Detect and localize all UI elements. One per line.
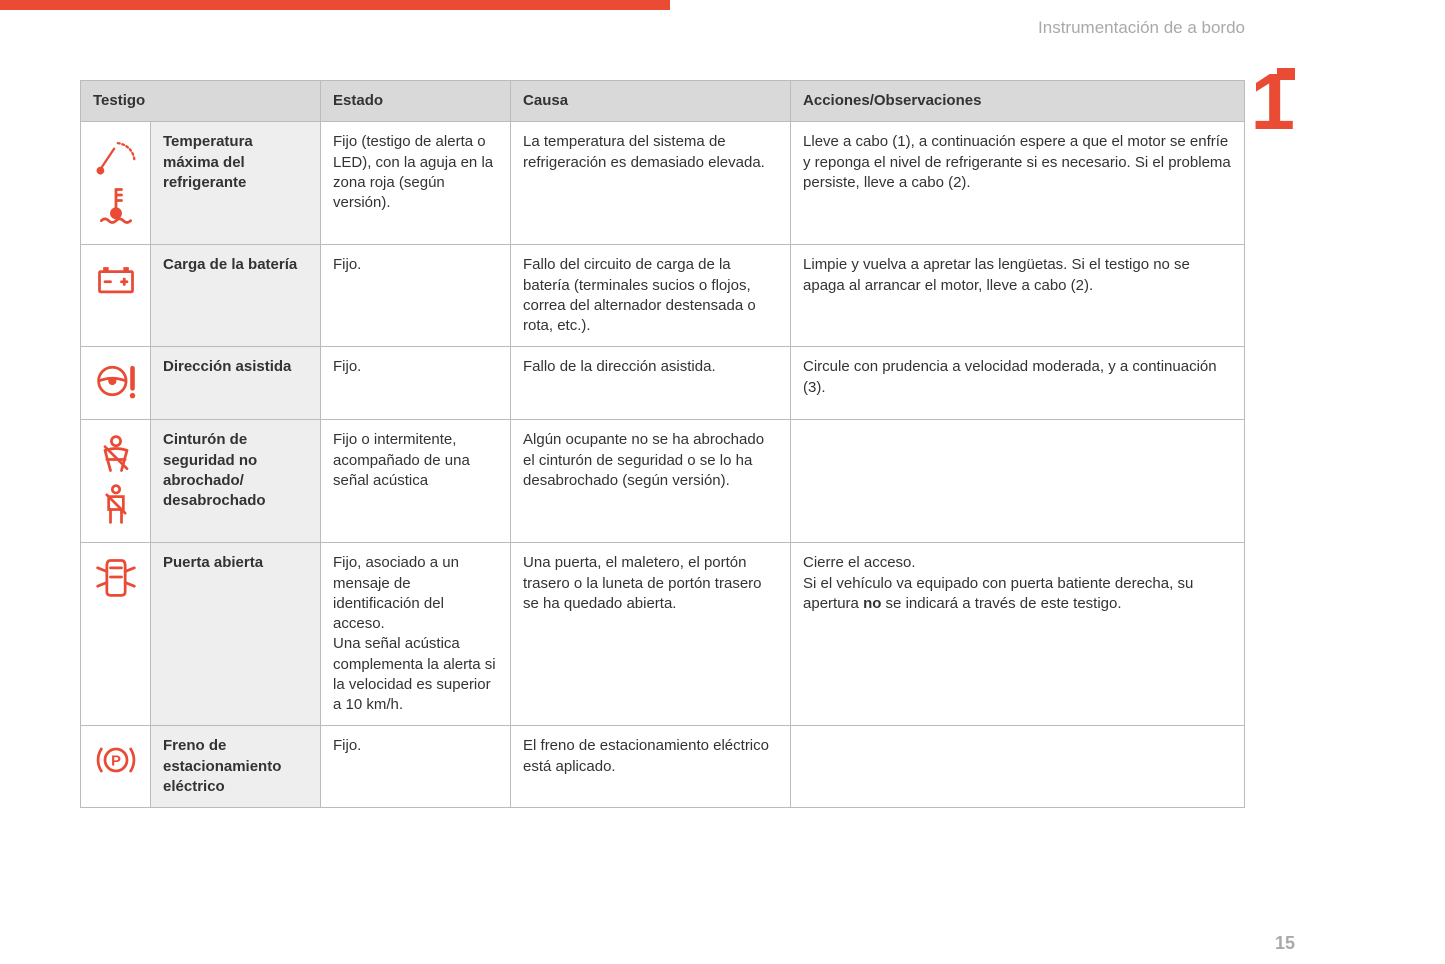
warning-lights-table: Testigo Estado Causa Acciones/Observacio… — [80, 80, 1245, 808]
acciones-cell — [791, 420, 1245, 543]
acciones-cell: Circule con prudencia a velocidad modera… — [791, 347, 1245, 420]
acciones-cell: Limpie y vuelva a apretar las lengüetas.… — [791, 245, 1245, 347]
table-row: Temperatura máxima del refrigerante Fijo… — [81, 122, 1245, 245]
causa-cell: Fallo del circuito de carga de la baterí… — [511, 245, 791, 347]
side-chapter-number: 1 — [1251, 70, 1296, 134]
top-accent-bar — [0, 0, 670, 10]
icon-cell — [81, 245, 151, 347]
seatbelt-icon — [94, 432, 138, 476]
causa-cell: La temperatura del sistema de refrigerac… — [511, 122, 791, 245]
acciones-text-bold: no — [863, 595, 881, 612]
causa-cell: Fallo de la dirección asistida. — [511, 347, 791, 420]
seatbelt-person-icon — [94, 482, 138, 526]
table-row: P Freno de estacionamiento eléctrico Fij… — [81, 726, 1245, 808]
icon-cell — [81, 543, 151, 726]
page: Instrumentación de a bordo 1 Testigo Est… — [0, 0, 1445, 964]
table-row: Cinturón de seguridad no abrochado/ desa… — [81, 420, 1245, 543]
icon-cell — [81, 420, 151, 543]
estado-cell: Fijo. — [321, 347, 511, 420]
parking-brake-icon: P — [94, 738, 138, 782]
acciones-text-post: se indicará a través de este testigo. — [881, 595, 1121, 612]
header-acciones: Acciones/Observaciones — [791, 81, 1245, 122]
warning-name: Carga de la batería — [151, 245, 321, 347]
door-open-icon — [94, 555, 138, 599]
warning-name: Freno de estacionamiento eléctrico — [151, 726, 321, 808]
causa-cell: Una puerta, el maletero, el portón trase… — [511, 543, 791, 726]
coolant-temp-icon — [94, 184, 138, 228]
causa-cell: El freno de estacionamiento eléctrico es… — [511, 726, 791, 808]
header-testigo: Testigo — [81, 81, 321, 122]
estado-cell: Fijo, asociado a un mensaje de identific… — [321, 543, 511, 726]
table-row: Dirección asistida Fijo. Fallo de la dir… — [81, 347, 1245, 420]
battery-icon — [94, 257, 138, 301]
warning-name: Dirección asistida — [151, 347, 321, 420]
table-row: Carga de la batería Fijo. Fallo del circ… — [81, 245, 1245, 347]
table-row: Puerta abierta Fijo, asociado a un mensa… — [81, 543, 1245, 726]
icon-cell — [81, 122, 151, 245]
acciones-cell: Cierre el acceso. Si el vehículo va equi… — [791, 543, 1245, 726]
estado-cell: Fijo. — [321, 245, 511, 347]
warning-name: Puerta abierta — [151, 543, 321, 726]
header-estado: Estado — [321, 81, 511, 122]
warning-name: Temperatura máxima del refrigerante — [151, 122, 321, 245]
svg-text:P: P — [111, 754, 121, 770]
section-title: Instrumentación de a bordo — [1038, 18, 1245, 38]
page-number: 15 — [1275, 933, 1295, 954]
table-wrapper: Testigo Estado Causa Acciones/Observacio… — [0, 10, 1445, 808]
estado-cell: Fijo (testigo de alerta o LED), con la a… — [321, 122, 511, 245]
warning-name: Cinturón de seguridad no abrochado/ desa… — [151, 420, 321, 543]
estado-cell: Fijo o intermitente, acompañado de una s… — [321, 420, 511, 543]
acciones-cell: Lleve a cabo (1), a continuación espere … — [791, 122, 1245, 245]
icon-cell: P — [81, 726, 151, 808]
power-steering-icon — [94, 359, 138, 403]
header-causa: Causa — [511, 81, 791, 122]
table-header-row: Testigo Estado Causa Acciones/Observacio… — [81, 81, 1245, 122]
icon-cell — [81, 347, 151, 420]
acciones-cell — [791, 726, 1245, 808]
estado-cell: Fijo. — [321, 726, 511, 808]
causa-cell: Algún ocupante no se ha abrochado el cin… — [511, 420, 791, 543]
thermometer-gauge-icon — [94, 134, 138, 178]
